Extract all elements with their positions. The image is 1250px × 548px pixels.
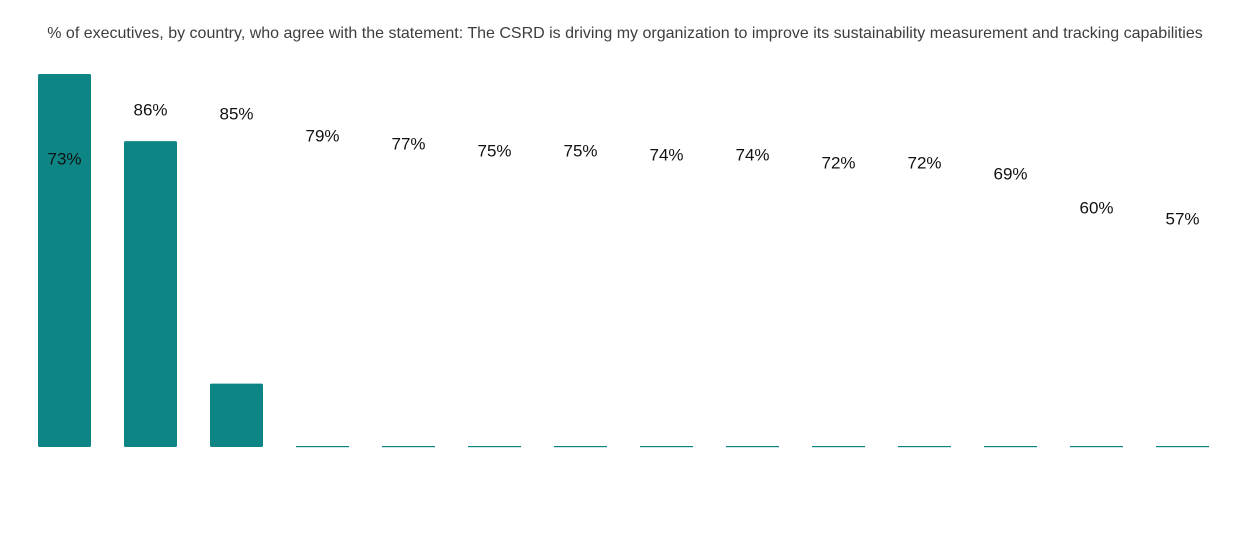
bar-3 xyxy=(210,383,263,447)
data-label-12: 69% xyxy=(993,164,1027,183)
bar-7 xyxy=(554,446,607,448)
bar-8 xyxy=(640,446,693,448)
data-label-14: 57% xyxy=(1165,209,1199,228)
data-label-5: 77% xyxy=(391,134,425,153)
data-label-7: 75% xyxy=(563,141,597,160)
data-label-1: 73% xyxy=(47,149,81,168)
data-label-13: 60% xyxy=(1079,198,1113,217)
data-label-6: 75% xyxy=(477,141,511,160)
bar-5 xyxy=(382,446,435,448)
data-label-9: 74% xyxy=(735,145,769,164)
data-label-10: 72% xyxy=(821,153,855,172)
bar-11 xyxy=(898,446,951,448)
bar-6 xyxy=(468,446,521,448)
data-label-8: 74% xyxy=(649,145,683,164)
bar-2 xyxy=(124,141,177,447)
bar-10 xyxy=(812,446,865,448)
chart-title: % of executives, by country, who agree w… xyxy=(47,25,1203,42)
bar-12 xyxy=(984,446,1037,448)
data-label-4: 79% xyxy=(305,126,339,145)
bar-14 xyxy=(1156,446,1209,448)
bar-13 xyxy=(1070,446,1123,448)
bar-9 xyxy=(726,446,779,448)
data-label-11: 72% xyxy=(907,153,941,172)
bar-1 xyxy=(38,74,91,447)
data-label-3: 85% xyxy=(219,104,253,123)
bar-4 xyxy=(296,446,349,448)
data-label-2: 86% xyxy=(133,100,167,119)
